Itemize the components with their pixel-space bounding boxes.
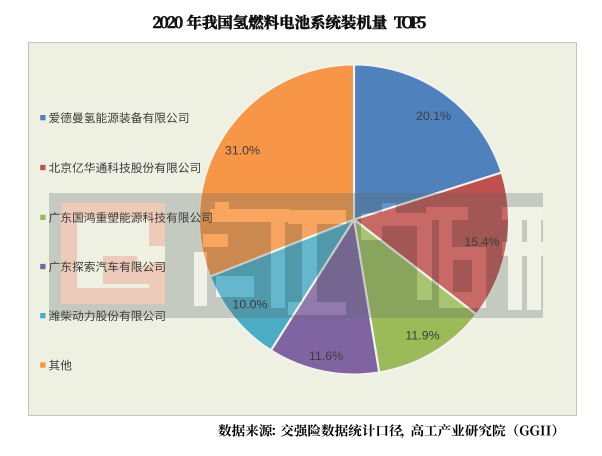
svg-text:20.1%: 20.1% xyxy=(416,109,451,123)
svg-text:15.4%: 15.4% xyxy=(464,235,499,249)
svg-text:11.6%: 11.6% xyxy=(309,349,343,363)
svg-text:10.0%: 10.0% xyxy=(232,297,267,311)
svg-text:31.0%: 31.0% xyxy=(225,144,260,158)
svg-text:11.9%: 11.9% xyxy=(405,329,439,343)
